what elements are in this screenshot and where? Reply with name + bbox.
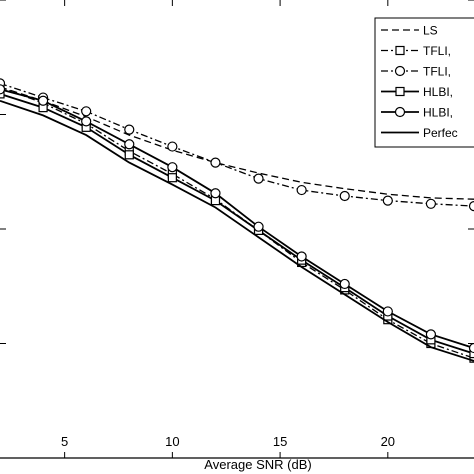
data-point	[0, 84, 6, 95]
series-line	[0, 86, 474, 200]
legend-label: TFLI,	[423, 44, 451, 58]
data-point	[124, 124, 135, 135]
data-point	[124, 139, 135, 150]
data-point	[339, 278, 350, 290]
plot-axes: 5 10 15 20	[0, 0, 474, 459]
data-point	[296, 184, 307, 196]
legend-entry: HLBI,	[381, 85, 453, 99]
x-tick-label: 5	[61, 434, 68, 449]
legend-marker	[394, 65, 406, 77]
legend-entry: Perfec	[381, 126, 458, 140]
legend-box	[374, 17, 474, 148]
legend-label: TFLI,	[423, 65, 451, 79]
data-point	[81, 116, 92, 127]
data-point	[469, 348, 474, 359]
data-point	[81, 106, 92, 117]
series-line	[0, 93, 474, 355]
data-point	[296, 251, 307, 262]
data-point	[425, 329, 437, 340]
series-5	[0, 84, 474, 354]
x-tick-label: 20	[381, 434, 395, 449]
data-point	[37, 95, 49, 106]
series-1	[0, 86, 474, 200]
legend-label: HLBI,	[423, 106, 453, 120]
data-point	[425, 198, 437, 209]
legend-entry: HLBI,	[381, 106, 453, 120]
data-point	[167, 173, 177, 183]
data-point	[339, 190, 350, 202]
data-point	[468, 201, 474, 212]
data-point	[253, 221, 264, 232]
series-line	[0, 88, 474, 349]
data-point	[167, 162, 178, 173]
x-tick-label: 15	[273, 434, 287, 449]
legend-label: HLBI,	[423, 85, 453, 99]
x-axis-label: Average SNR (dB)	[204, 457, 311, 472]
data-point	[210, 157, 221, 168]
data-point	[210, 188, 221, 199]
series-line	[0, 99, 474, 362]
legend-label: Perfec	[423, 126, 458, 140]
legend: LS TFLI, TFLI, HLBI, HLBI, Perfec	[374, 17, 474, 148]
data-point	[167, 141, 178, 152]
data-point	[468, 342, 474, 354]
data-point	[253, 173, 264, 184]
series-6	[0, 99, 474, 362]
legend-entry: TFLI,	[381, 65, 451, 79]
data-point	[124, 150, 134, 160]
series-layer	[0, 78, 474, 363]
data-point	[382, 195, 393, 206]
x-tick-label: 10	[165, 434, 179, 449]
legend-marker	[395, 86, 405, 97]
legend-entry: TFLI,	[381, 44, 451, 58]
legend-marker	[394, 106, 406, 118]
legend-entry: LS	[381, 24, 438, 38]
legend-label: LS	[423, 24, 438, 38]
data-point	[382, 306, 393, 317]
legend-marker	[395, 45, 405, 56]
